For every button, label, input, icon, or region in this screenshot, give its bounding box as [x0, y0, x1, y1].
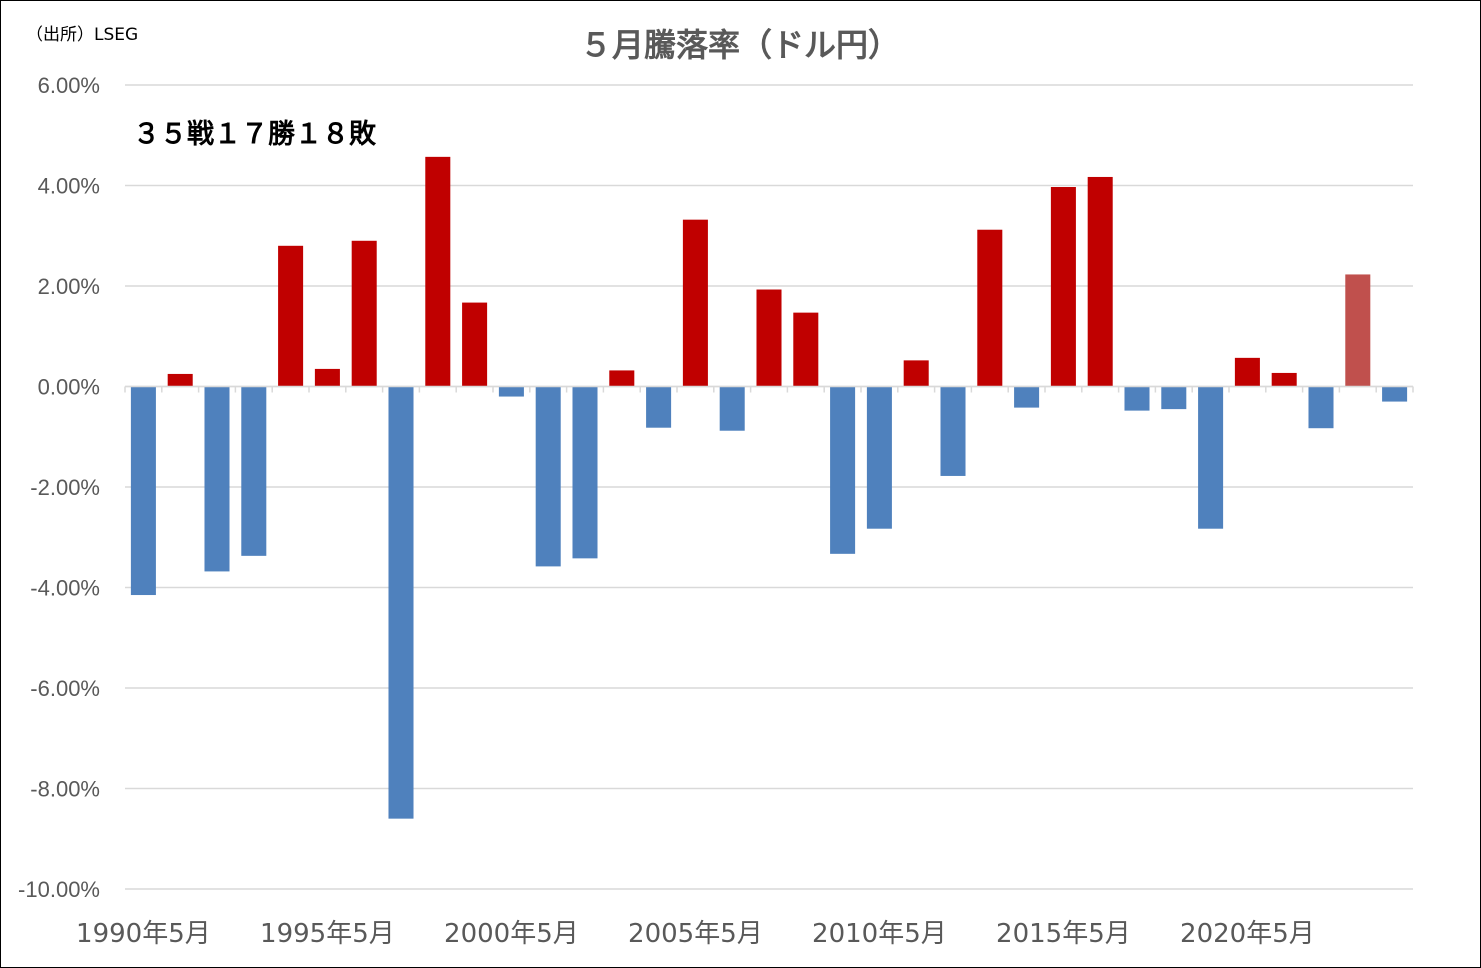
- bar: [719, 386, 745, 431]
- bar: [1382, 386, 1408, 402]
- bar: [462, 302, 488, 387]
- bar: [1308, 386, 1334, 429]
- y-tick-label: 0.00%: [38, 375, 100, 400]
- bar: [241, 386, 267, 556]
- bar: [278, 245, 304, 387]
- chart-title: ５月騰落率（ドル円）: [580, 26, 900, 64]
- bar: [314, 368, 340, 387]
- bar: [903, 360, 929, 387]
- bar: [1198, 386, 1224, 529]
- bar: [425, 156, 451, 387]
- bar: [646, 386, 672, 428]
- x-axis-ticks: 1990年5月 1995年5月 2000年5月 2005年5月 2010年5月 2015年…: [76, 919, 1315, 949]
- y-tick-label: -6.00%: [30, 676, 100, 701]
- bar: [1234, 357, 1260, 387]
- bar: [830, 386, 856, 554]
- gridlines: [125, 84, 1413, 890]
- win-loss-record: ３５戦１７勝１８敗: [133, 119, 377, 150]
- bar: [1050, 187, 1076, 387]
- y-tick-label: 4.00%: [38, 174, 100, 199]
- bar: [977, 229, 1003, 387]
- y-tick-label: -4.00%: [30, 576, 100, 601]
- bar: [1345, 274, 1371, 387]
- y-tick-label: -8.00%: [30, 777, 100, 802]
- bar: [609, 370, 635, 387]
- bar: [866, 386, 892, 529]
- x-tick-label: 1995年5月: [260, 919, 395, 949]
- x-tick-label: 2020年5月: [1180, 919, 1315, 949]
- bar: [535, 386, 561, 567]
- bar: [1087, 176, 1113, 387]
- bar: [1161, 386, 1187, 410]
- y-axis-ticks: 6.00% 4.00% 2.00% 0.00% -2.00% -4.00% -6.00% -8…: [18, 73, 100, 902]
- bar: [130, 386, 156, 596]
- bar: [1124, 386, 1150, 411]
- bar: [1271, 372, 1297, 387]
- y-tick-label: 6.00%: [38, 73, 100, 98]
- bar: [756, 289, 782, 387]
- bar: [498, 386, 524, 397]
- bar: [1014, 386, 1040, 408]
- bar: [167, 373, 193, 387]
- x-tick-label: 1990年5月: [76, 919, 211, 949]
- bar: [940, 386, 966, 476]
- bar: [572, 386, 598, 559]
- x-tick-label: 2015年5月: [996, 919, 1131, 949]
- bar: [204, 386, 230, 572]
- bar: [682, 219, 708, 387]
- x-tick-label: 2000年5月: [444, 919, 579, 949]
- source-note: （出所）LSEG: [26, 25, 138, 45]
- bar-series: [124, 156, 1414, 819]
- y-tick-label: 2.00%: [38, 274, 100, 299]
- bar: [793, 312, 819, 387]
- y-tick-label: -2.00%: [30, 475, 100, 500]
- y-tick-label: -10.00%: [18, 877, 100, 902]
- bar: [388, 386, 414, 819]
- bar: [351, 240, 377, 387]
- x-tick-label: 2005年5月: [628, 919, 763, 949]
- x-tick-label: 2010年5月: [812, 919, 947, 949]
